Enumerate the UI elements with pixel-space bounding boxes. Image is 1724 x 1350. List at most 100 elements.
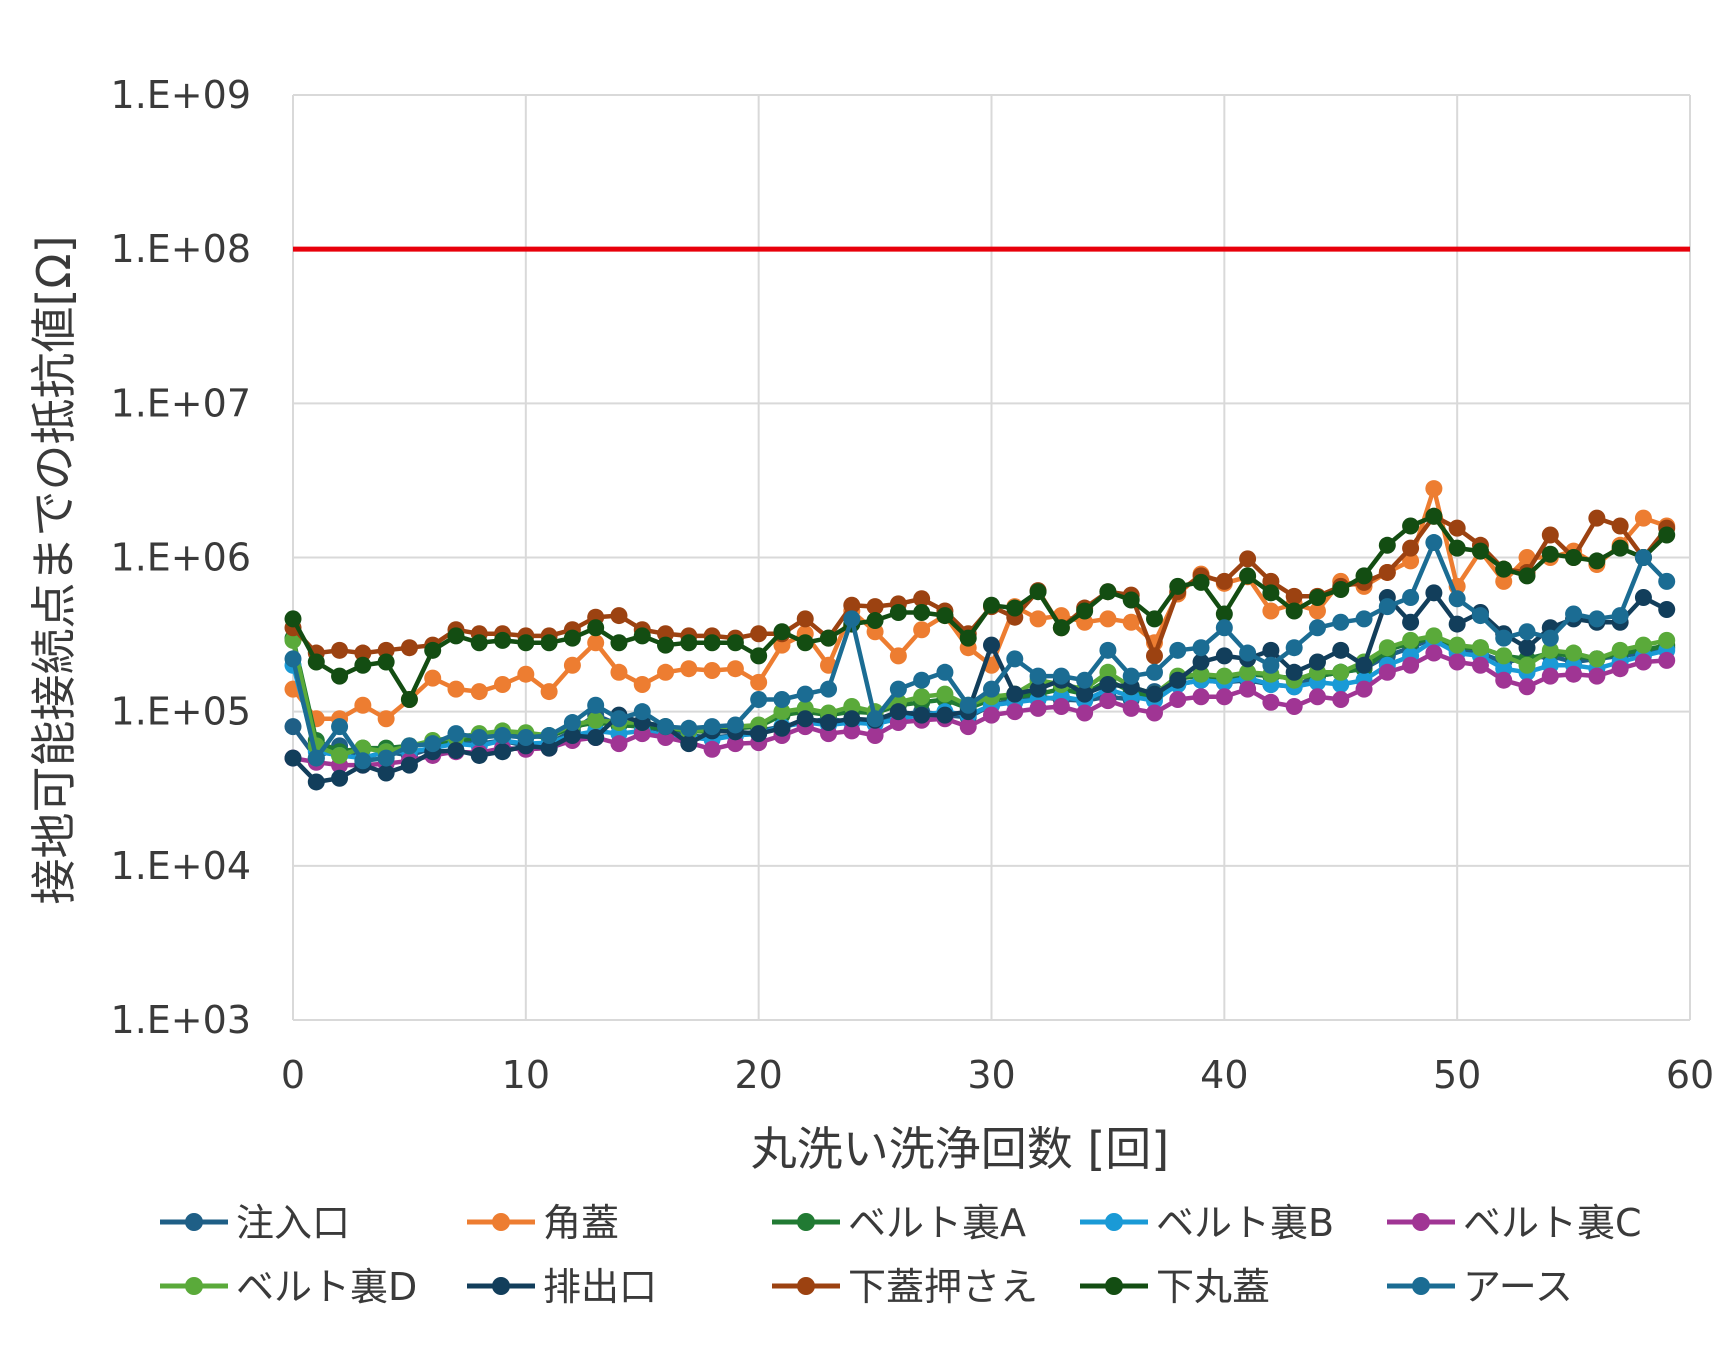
- data-point: [424, 641, 442, 659]
- data-point: [540, 739, 558, 757]
- data-point: [726, 735, 744, 753]
- data-point: [773, 690, 791, 708]
- data-point: [796, 634, 814, 652]
- data-point: [307, 749, 325, 767]
- legend-item: ベルト裏B: [1080, 1201, 1334, 1245]
- data-point: [1145, 685, 1163, 703]
- data-point: [1355, 610, 1373, 628]
- legend-label: 下丸蓋: [1156, 1265, 1270, 1309]
- data-point: [1262, 602, 1280, 620]
- data-point: [447, 680, 465, 698]
- legend-item: ベルト裏A: [772, 1201, 1026, 1245]
- data-point: [1402, 589, 1420, 607]
- data-point: [610, 735, 628, 753]
- legend-item: ベルト裏C: [1387, 1201, 1642, 1245]
- data-point: [1285, 602, 1303, 620]
- data-point: [983, 706, 1000, 724]
- data-point: [820, 714, 838, 732]
- data-point: [1169, 577, 1187, 595]
- data-point: [517, 665, 535, 683]
- data-point: [1099, 583, 1117, 601]
- data-point: [1052, 619, 1070, 637]
- data-point: [657, 636, 675, 654]
- data-point: [1658, 651, 1676, 669]
- data-point: [1215, 572, 1233, 590]
- data-point: [913, 621, 931, 639]
- data-point: [1029, 610, 1047, 628]
- legend-swatch-marker: [797, 1277, 815, 1295]
- data-point: [1029, 680, 1047, 698]
- x-tick-label: 20: [734, 1053, 782, 1097]
- data-point: [889, 680, 907, 698]
- data-point: [1262, 656, 1280, 674]
- data-point: [1634, 549, 1652, 566]
- data-point: [1285, 639, 1303, 657]
- data-point: [820, 629, 838, 647]
- data-point: [1402, 631, 1420, 649]
- data-point: [983, 680, 1000, 698]
- data-point: [1565, 605, 1583, 623]
- data-point: [331, 667, 349, 685]
- data-point: [494, 631, 512, 649]
- x-tick-label: 10: [502, 1053, 550, 1097]
- data-point: [657, 718, 675, 736]
- y-axis-title: 接地可能接続点までの抵抗値[Ω]: [27, 235, 81, 904]
- data-point: [1285, 663, 1303, 681]
- data-point: [284, 718, 302, 736]
- legend-swatch-marker: [1412, 1277, 1430, 1295]
- data-point: [377, 653, 395, 671]
- legend-item: 下丸蓋: [1080, 1265, 1270, 1309]
- data-point: [773, 719, 791, 737]
- data-point: [1611, 607, 1629, 625]
- data-point: [703, 661, 721, 679]
- data-point: [1332, 613, 1350, 631]
- data-point: [1518, 678, 1536, 696]
- data-point: [657, 663, 675, 681]
- legend-item: 排出口: [467, 1265, 657, 1309]
- data-point: [1192, 653, 1210, 671]
- data-point: [1588, 610, 1606, 628]
- data-point: [1122, 591, 1140, 609]
- legend-label: ベルト裏A: [848, 1201, 1026, 1245]
- data-point: [1308, 589, 1326, 607]
- data-point: [796, 710, 814, 728]
- data-point: [1634, 653, 1652, 671]
- data-point: [1262, 641, 1280, 659]
- data-point: [796, 610, 814, 628]
- data-point: [1029, 667, 1047, 685]
- data-point: [400, 690, 418, 708]
- data-point: [1518, 567, 1536, 585]
- series-group: [284, 480, 1676, 791]
- data-point: [587, 696, 605, 714]
- data-point: [1099, 663, 1117, 681]
- data-point: [610, 710, 628, 728]
- legend-swatch-marker: [797, 1213, 815, 1231]
- data-point: [1425, 534, 1443, 552]
- data-point: [750, 725, 768, 743]
- data-point: [1122, 699, 1140, 717]
- data-point: [587, 711, 605, 729]
- data-point: [1332, 663, 1350, 681]
- legend-item: 注入口: [160, 1201, 350, 1245]
- data-point: [1006, 703, 1024, 721]
- data-point: [610, 634, 628, 652]
- data-point: [377, 710, 395, 728]
- data-point: [1495, 629, 1513, 647]
- data-point: [1378, 598, 1396, 616]
- series-8: [284, 507, 1676, 708]
- data-point: [1239, 567, 1257, 585]
- data-point: [494, 743, 512, 761]
- data-point: [1145, 610, 1163, 628]
- data-point: [1308, 653, 1326, 671]
- data-point: [1448, 615, 1466, 633]
- data-point: [1402, 613, 1420, 631]
- data-point: [470, 634, 488, 652]
- data-point: [1076, 704, 1094, 722]
- data-point: [959, 696, 977, 714]
- y-tick-label: 1.E+08: [111, 227, 251, 271]
- data-point: [1378, 663, 1396, 681]
- legend-label: ベルト裏B: [1156, 1201, 1334, 1245]
- data-point: [866, 612, 884, 630]
- data-point: [1471, 656, 1489, 674]
- data-point: [1145, 704, 1163, 722]
